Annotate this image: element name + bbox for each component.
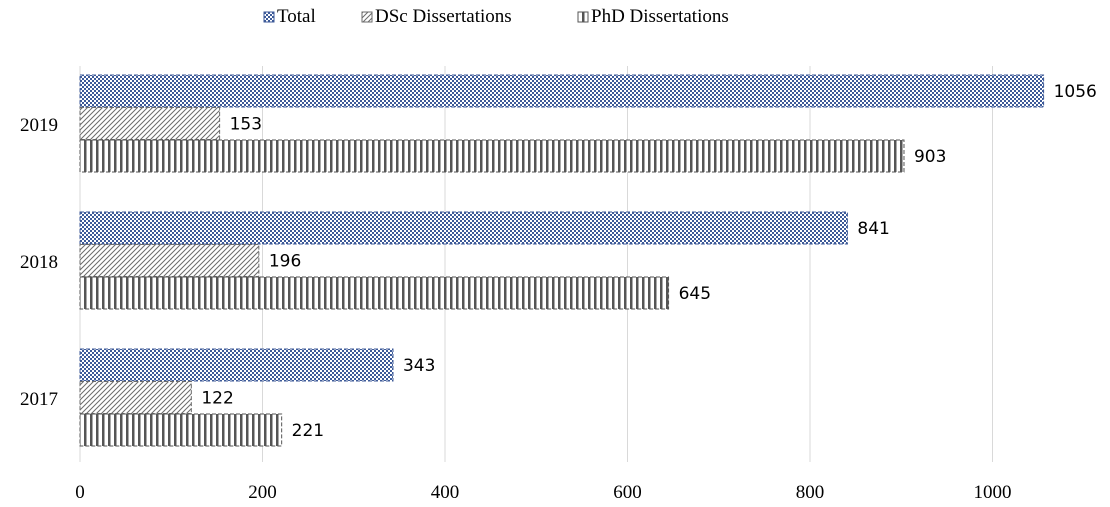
bar-total-2017 xyxy=(79,348,394,382)
bar-phd-dissertations-2019 xyxy=(79,139,905,173)
x-axis-ticks: 0 200 400 600 800 1000 xyxy=(75,482,1011,503)
bar-dsc-dissertations-2017 xyxy=(79,381,192,414)
bar-phd-dissertations-2017 xyxy=(79,413,283,447)
y-category-label: 2018 xyxy=(20,252,58,273)
y-axis-categories: 2017 2018 2019 xyxy=(20,115,58,410)
legend: Total DSc Dissertations PhD Dissertations xyxy=(263,6,729,27)
x-tick-label: 0 xyxy=(75,482,85,503)
legend-label: DSc Dissertations xyxy=(375,6,512,27)
data-label: 841 xyxy=(857,219,889,239)
bar-total-2019 xyxy=(79,74,1045,108)
data-label: 343 xyxy=(403,356,435,376)
x-tick-label: 1000 xyxy=(974,482,1012,503)
x-tick-label: 400 xyxy=(431,482,460,503)
y-category-label: 2017 xyxy=(20,389,58,410)
y-category-label: 2019 xyxy=(20,115,58,136)
bars: 343 122 221 841 196 645 1056 153 903 xyxy=(79,74,1097,447)
data-label: 221 xyxy=(292,421,324,441)
x-tick-label: 800 xyxy=(796,482,825,503)
legend-swatch-total xyxy=(263,11,275,23)
bar-dsc-dissertations-2019 xyxy=(79,107,221,140)
x-tick-label: 200 xyxy=(248,482,277,503)
data-label: 645 xyxy=(679,284,711,304)
x-tick-label: 600 xyxy=(613,482,642,503)
data-label: 903 xyxy=(914,147,946,167)
bar-phd-dissertations-2018 xyxy=(79,276,670,310)
data-label: 196 xyxy=(269,252,301,272)
data-label: 153 xyxy=(230,115,262,135)
legend-swatch-phd-dissertations xyxy=(577,11,589,23)
data-label: 122 xyxy=(201,389,233,409)
data-label: 1056 xyxy=(1054,82,1097,102)
bar-dsc-dissertations-2018 xyxy=(79,244,260,277)
legend-label: PhD Dissertations xyxy=(591,6,729,27)
legend-swatch-dsc-dissertations xyxy=(361,11,373,23)
legend-label: Total xyxy=(277,6,316,27)
bar-total-2018 xyxy=(79,211,848,245)
